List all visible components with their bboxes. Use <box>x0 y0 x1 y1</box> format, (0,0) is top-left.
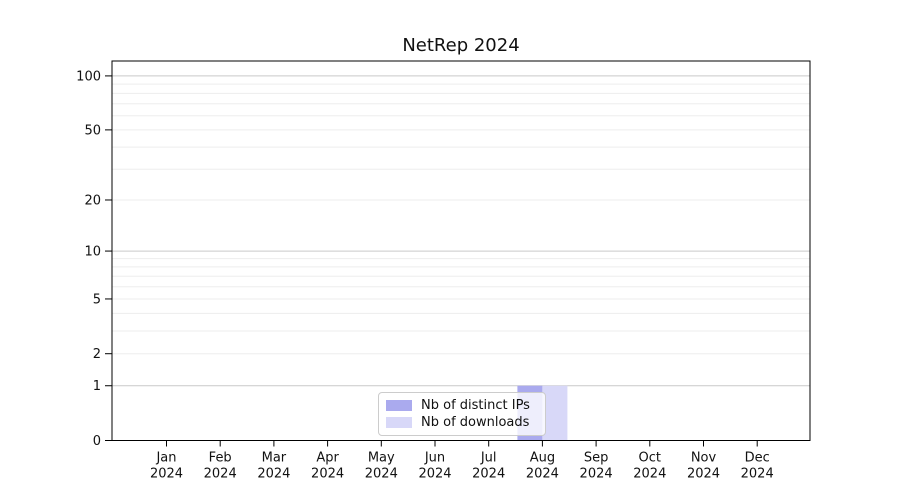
x-tick-label-month: Feb <box>209 451 232 466</box>
x-tick-label-year: 2024 <box>418 467 451 482</box>
x-tick-label-year: 2024 <box>150 467 183 482</box>
x-tick-label-month: Nov <box>691 451 717 466</box>
y-tick-label: 5 <box>93 292 101 307</box>
x-tick-label-month: Apr <box>316 451 339 466</box>
y-tick-label: 2 <box>93 347 101 362</box>
legend-swatch-distinct-ips <box>386 400 412 411</box>
x-tick-label-year: 2024 <box>472 467 505 482</box>
y-tick-label: 0 <box>93 434 101 449</box>
x-tick-label-month: Oct <box>639 451 661 466</box>
legend-entry-downloads: Nb of downloads <box>386 415 537 430</box>
x-tick-label-month: Jun <box>424 451 445 466</box>
legend-label-downloads: Nb of downloads <box>421 415 530 430</box>
x-tick-label-month: Jul <box>480 451 497 466</box>
x-tick-label-year: 2024 <box>633 467 666 482</box>
x-tick-label-year: 2024 <box>526 467 559 482</box>
bar-nb-of-downloads-aug-2024 <box>542 385 568 441</box>
y-tick-label: 100 <box>76 69 101 84</box>
chart-title: NetRep 2024 <box>402 35 520 56</box>
y-tick-label: 10 <box>84 245 101 260</box>
x-tick-label-month: Aug <box>530 451 555 466</box>
x-tick-label-year: 2024 <box>741 467 774 482</box>
legend-swatch-downloads <box>386 417 412 428</box>
x-tick-label-month: Mar <box>262 451 287 466</box>
x-tick-label-year: 2024 <box>257 467 290 482</box>
x-tick-label-month: Dec <box>745 451 770 466</box>
legend-label-distinct-ips: Nb of distinct IPs <box>421 398 530 413</box>
y-tick-label: 20 <box>84 193 101 208</box>
x-tick-label-year: 2024 <box>311 467 344 482</box>
legend: Nb of distinct IPs Nb of downloads <box>378 392 546 436</box>
y-tick-label: 1 <box>93 379 101 394</box>
x-tick-label-year: 2024 <box>687 467 720 482</box>
x-tick-label-year: 2024 <box>580 467 613 482</box>
y-tick-label: 50 <box>84 123 101 138</box>
legend-entry-distinct-ips: Nb of distinct IPs <box>386 398 537 413</box>
x-tick-label-month: May <box>368 451 395 466</box>
x-tick-label-year: 2024 <box>204 467 237 482</box>
x-tick-label-month: Sep <box>584 451 609 466</box>
x-tick-label-year: 2024 <box>365 467 398 482</box>
x-tick-label-month: Jan <box>155 451 176 466</box>
